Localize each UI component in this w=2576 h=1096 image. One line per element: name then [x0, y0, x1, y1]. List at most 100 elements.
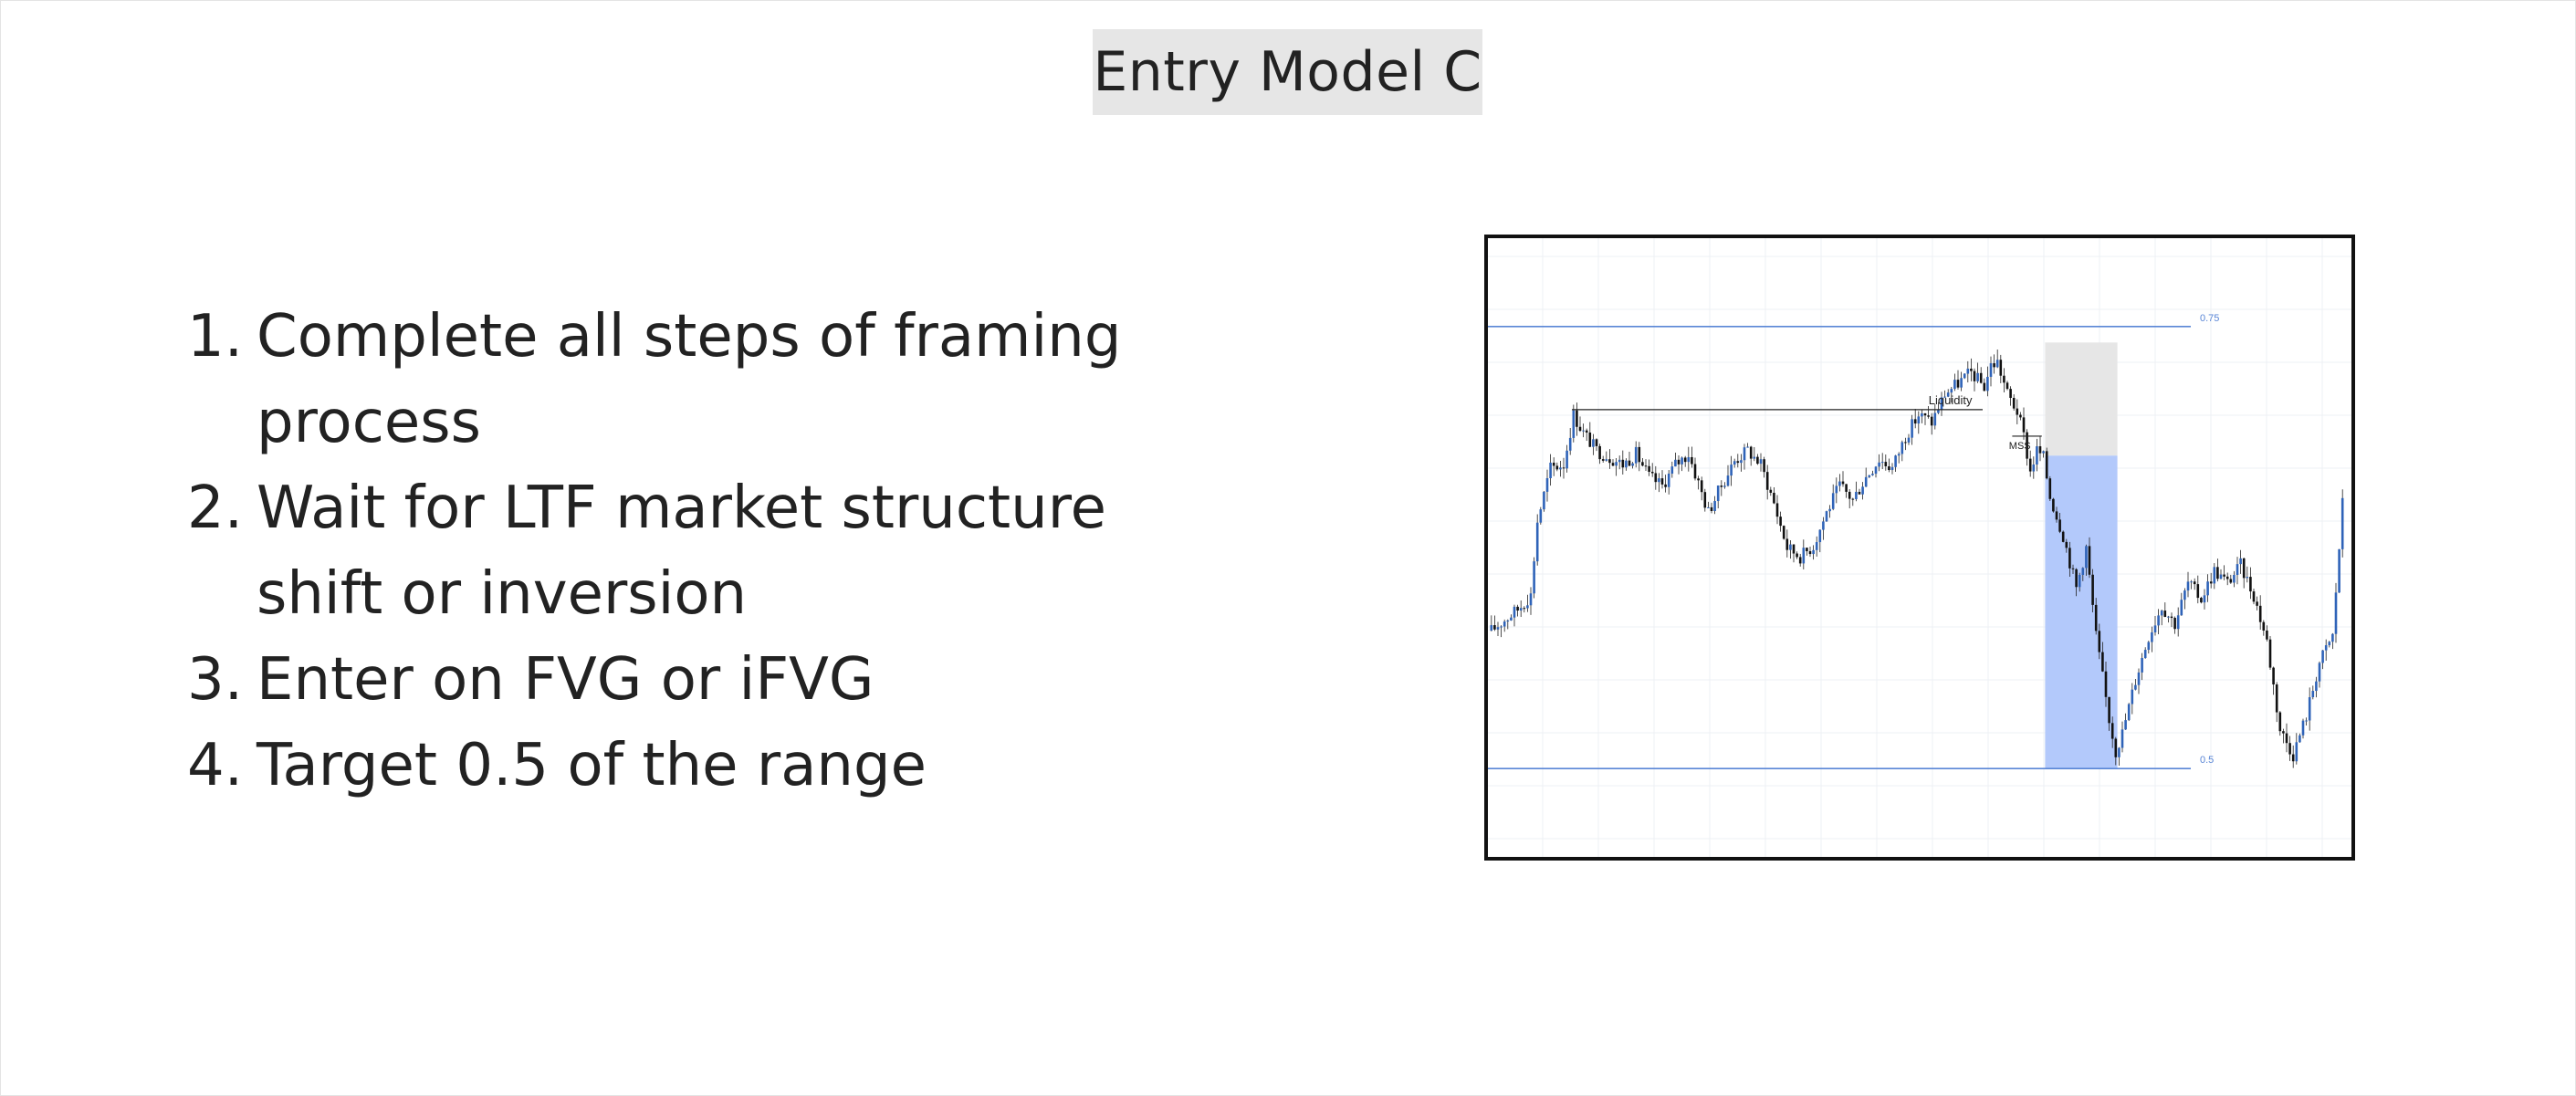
candle-body [1726, 475, 1730, 486]
candle-body [1890, 466, 1894, 471]
candle-body [2022, 417, 2026, 433]
candle-body [2094, 604, 2098, 632]
candle-body [2137, 672, 2141, 685]
candle-body [1513, 606, 1516, 618]
price-chart: 0.75 0.5 Liquidity MSS [1488, 238, 2351, 857]
candle-body [1503, 621, 1506, 627]
candle-body [1871, 474, 1874, 475]
step-number: 1. [187, 303, 244, 371]
candle-body [2324, 645, 2328, 651]
candle-body [2295, 742, 2299, 762]
candle-body [2193, 581, 2196, 585]
candle-body [1861, 486, 1864, 495]
candle-body [1943, 396, 1946, 398]
candle-body [1595, 439, 1598, 446]
step-number: 4. [187, 732, 244, 799]
candle-body [1756, 456, 1759, 464]
candle-body [1904, 442, 1907, 444]
chart-zones [2045, 342, 2118, 769]
candle-body [2098, 631, 2101, 652]
candle-body [2288, 743, 2291, 755]
candle-body [1713, 501, 1716, 511]
candle-body [1608, 459, 1611, 464]
candle-body [2045, 451, 2048, 479]
candle-body [2048, 478, 2052, 499]
candle-body [1894, 455, 1897, 467]
candle-body [2019, 414, 2022, 418]
candle-body [1841, 481, 1845, 485]
candle-body [1529, 593, 1533, 606]
candle-body [2340, 497, 2344, 549]
candle-body [2151, 632, 2153, 642]
candle-body [1796, 553, 1798, 558]
candle-body [2233, 575, 2236, 583]
candle-body [2206, 581, 2209, 596]
candle-body [2223, 574, 2225, 577]
step-text: Complete all steps of framing process [257, 294, 1136, 465]
candle-body [1806, 548, 1808, 552]
candle-body [1950, 389, 1953, 393]
candle-body [1818, 529, 1822, 543]
candle-body [1697, 478, 1700, 481]
candle-body [1565, 450, 1568, 469]
candle-body [1585, 430, 1588, 433]
candle-body [1927, 415, 1930, 417]
candle-body [2078, 574, 2081, 588]
candle-body [1940, 397, 1943, 411]
candle-body [1995, 360, 1999, 368]
candle-body [2305, 720, 2308, 722]
step-number: 3. [187, 646, 244, 714]
candle-body [1523, 608, 1526, 610]
candle-body [1973, 371, 1976, 381]
candle-body [1845, 484, 1848, 492]
candle-body [1989, 363, 1993, 377]
candle-body [1970, 368, 1973, 371]
candle-body [1555, 465, 1559, 470]
candle-body [2052, 498, 2055, 512]
candle-body [2005, 382, 2009, 390]
candle-body [1775, 503, 1779, 517]
candle-body [2081, 568, 2085, 575]
candle-body [2216, 567, 2219, 579]
candle-body [2291, 754, 2295, 762]
candle-body [2065, 541, 2068, 548]
candle-body [2246, 577, 2249, 579]
candle-body [1588, 432, 1592, 447]
candle-body [1549, 462, 1552, 478]
candle-body [1733, 461, 1736, 465]
candle-body [1759, 459, 1763, 464]
candle-body [1720, 485, 1723, 487]
candle-body [2285, 733, 2288, 744]
candle-body [2042, 451, 2045, 454]
candle-body [1802, 548, 1806, 564]
candle-body [2009, 389, 2012, 399]
candle-body [1946, 392, 1950, 397]
candle-body [1638, 446, 1641, 463]
candle-body [2252, 591, 2256, 602]
list-item: 3. Enter on FVG or iFVG [187, 637, 1136, 723]
candle-body [1552, 462, 1555, 466]
candle-body [1765, 472, 1769, 490]
candle-body [1707, 506, 1710, 508]
candle-body [2085, 546, 2088, 569]
candle-body [1535, 522, 1539, 562]
candle-body [1634, 446, 1638, 464]
candle-body [2229, 579, 2233, 583]
candle-body [1923, 412, 1927, 416]
step-text: Wait for LTF market structure shift or i… [257, 465, 1136, 637]
candle-body [2118, 747, 2120, 757]
step-line: Enter on FVG or iFVG [257, 646, 874, 714]
candle-body [1937, 410, 1940, 413]
candle-body [2262, 621, 2266, 631]
candle-body [2200, 598, 2203, 603]
step-line: Wait for LTF market structure [257, 475, 1106, 542]
candle-body [1618, 459, 1621, 463]
candle-body [1539, 509, 1543, 523]
candle-body [2141, 658, 2143, 673]
candle-body [2134, 684, 2137, 690]
candle-body [1605, 459, 1608, 461]
candle-body [2036, 446, 2038, 465]
step-line: shift or inversion [257, 560, 748, 628]
candle-body [1519, 608, 1523, 611]
candle-body [1789, 544, 1792, 550]
